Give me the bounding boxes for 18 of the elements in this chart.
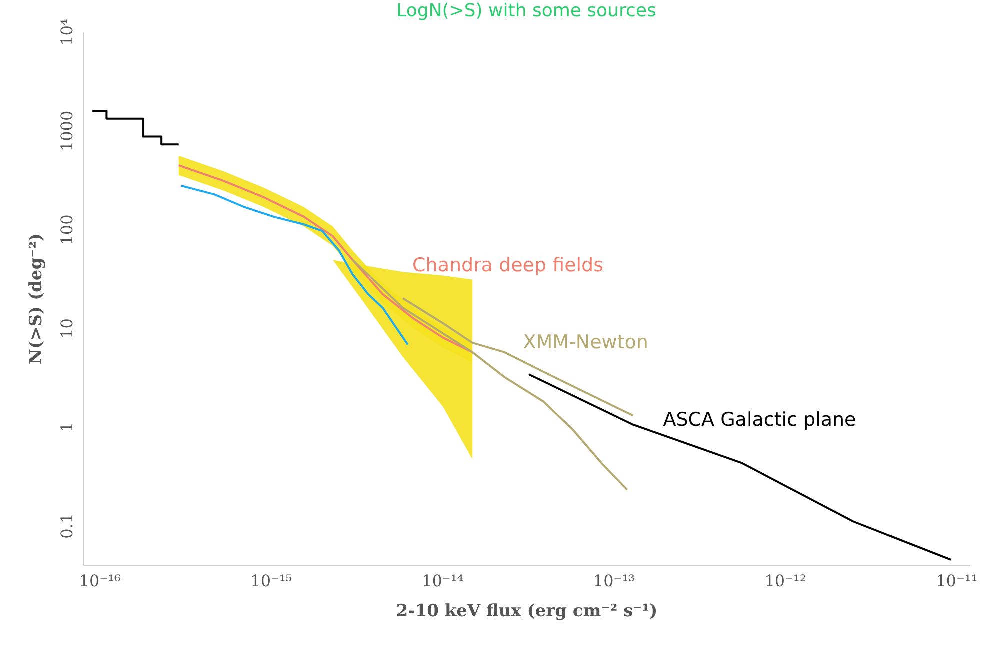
x-tick-label: 10⁻¹¹ — [936, 572, 978, 590]
x-tick-label: 10⁻¹³ — [593, 572, 636, 590]
series-label: Chandra deep fields — [412, 254, 604, 276]
y-tick-label: 10 — [58, 318, 76, 339]
y-axis-title: N(>S) (deg⁻²) — [26, 233, 46, 365]
x-tick-label: 10⁻¹⁴ — [422, 572, 464, 590]
x-tick-label: 10⁻¹² — [764, 572, 806, 590]
y-tick-label: 0.1 — [58, 513, 76, 539]
x-tick-label: 10⁻¹⁵ — [250, 572, 292, 590]
y-tick-label: 10⁴ — [58, 19, 76, 46]
y-tick-label: 1000 — [58, 110, 76, 152]
series-label: ASCA Galactic plane — [663, 408, 856, 431]
x-tick-label: 10⁻¹⁶ — [79, 572, 121, 590]
x-axis-title: 2-10 keV flux (erg cm⁻² s⁻¹) — [396, 602, 658, 622]
series-label: XMM-Newton — [523, 332, 648, 354]
y-tick-label: 100 — [58, 214, 76, 246]
y-tick-label: 1 — [58, 422, 76, 433]
chart-title: LogN(>S) with some sources — [396, 0, 656, 22]
